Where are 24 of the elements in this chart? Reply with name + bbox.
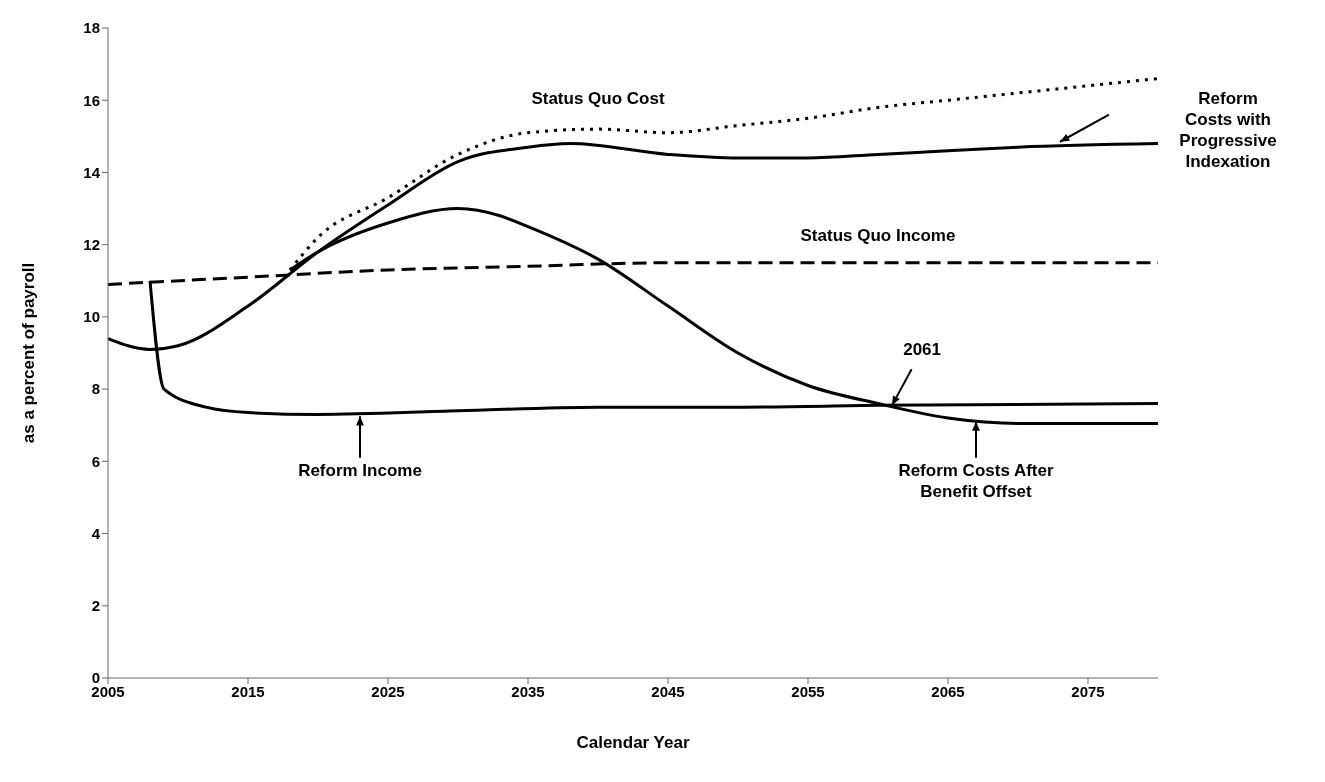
x-tick-label: 2065 — [931, 682, 965, 700]
y-tick-label: 2 — [91, 597, 100, 615]
y-axis-title: as a percent of payroll — [19, 262, 39, 444]
y-tick-label: 16 — [83, 91, 100, 109]
y-tick-label: 8 — [91, 380, 100, 398]
x-tick-label: 2055 — [791, 682, 825, 700]
y-tick-label: 6 — [91, 452, 100, 470]
x-tick-label: 2015 — [231, 682, 265, 700]
y-tick-label: 12 — [83, 235, 100, 253]
x-tick-label: 2075 — [1071, 682, 1105, 700]
y-tick-label: 10 — [83, 308, 100, 326]
series-label: Status Quo Income — [800, 226, 956, 246]
series-label: Status Quo Cost — [531, 88, 665, 108]
x-axis-title: Calendar Year — [576, 733, 690, 752]
x-tick-label: 2045 — [651, 682, 685, 700]
text: Reform Income — [298, 460, 422, 480]
y-tick-label: 14 — [83, 163, 101, 181]
legend-label: Reform Costs After Benefit Offset — [898, 460, 1054, 501]
x-tick-label: 2035 — [511, 682, 545, 700]
y-tick-label: 4 — [91, 524, 101, 542]
x-tick-label: 2025 — [371, 682, 405, 700]
series-label: Reform Costs with Progressive Indexation — [1179, 88, 1277, 171]
y-tick-label: 18 — [83, 19, 100, 37]
annotation: 2061 — [903, 339, 942, 359]
